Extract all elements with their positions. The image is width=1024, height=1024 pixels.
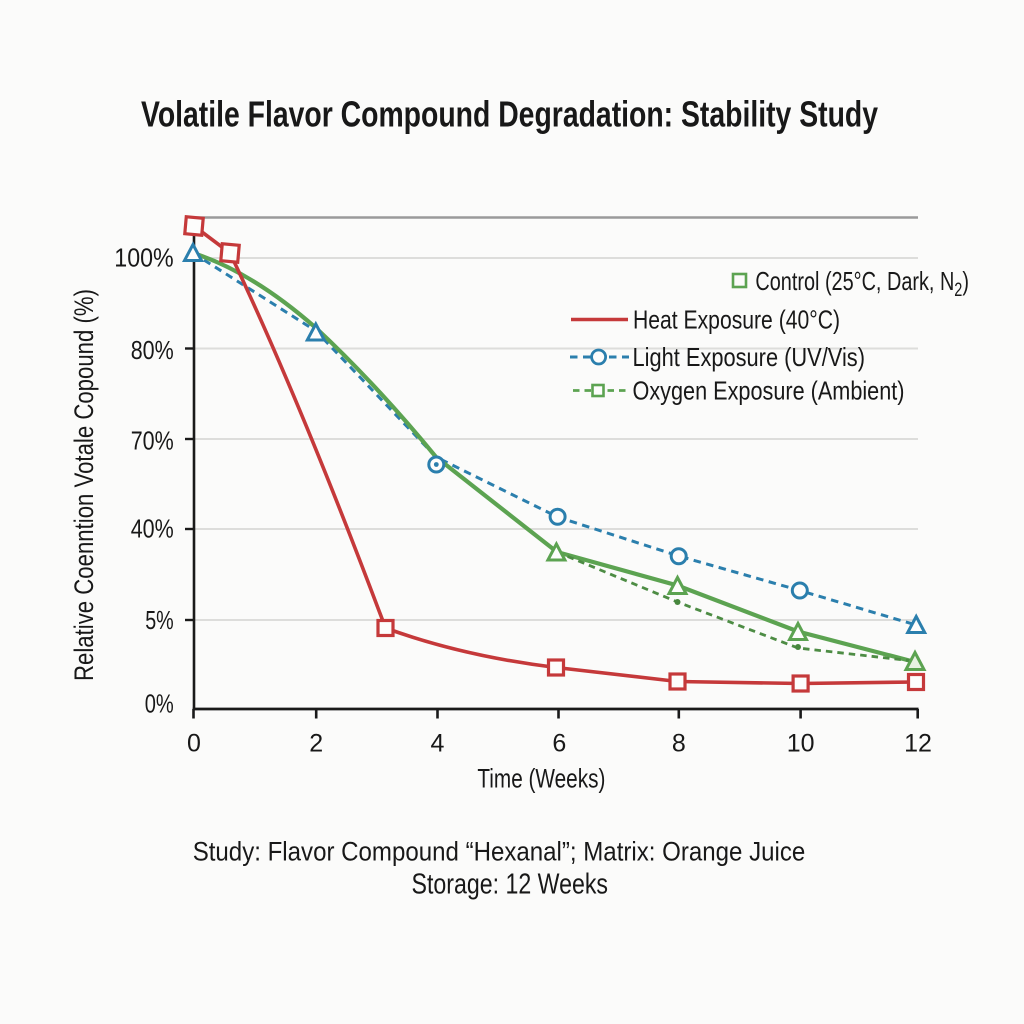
svg-text:8: 8 [672, 730, 686, 758]
svg-text:12: 12 [904, 730, 932, 758]
svg-text:10: 10 [787, 730, 815, 758]
svg-text:Study: Flavor Compound “Hexana: Study: Flavor Compound “Hexanal”; Matrix… [193, 837, 806, 867]
svg-text:Control (25°C, Dark, N2): Control (25°C, Dark, N2) [755, 266, 969, 301]
svg-text:Oxygen Exposure (Ambient): Oxygen Exposure (Ambient) [633, 376, 905, 406]
svg-text:40%: 40% [131, 514, 174, 544]
svg-text:4: 4 [431, 730, 445, 758]
svg-text:6: 6 [552, 730, 566, 758]
svg-text:5%: 5% [145, 605, 174, 635]
svg-text:0%: 0% [145, 689, 174, 719]
svg-text:2: 2 [309, 730, 323, 758]
svg-text:Time (Weeks): Time (Weeks) [477, 764, 605, 794]
svg-text:0: 0 [187, 730, 201, 758]
svg-text:100%: 100% [114, 243, 173, 273]
svg-text:Relative Coenntion Votale Copo: Relative Coenntion Votale Copound (%) [69, 289, 99, 681]
svg-text:70%: 70% [131, 426, 174, 456]
svg-text:Heat Exposure (40°C): Heat Exposure (40°C) [633, 305, 840, 335]
svg-text:Storage: 12 Weeks: Storage: 12 Weeks [412, 869, 609, 901]
svg-text:80%: 80% [131, 335, 174, 365]
svg-text:Light Exposure (UV/Vis): Light Exposure (UV/Vis) [633, 342, 866, 372]
svg-text:Volatile Flavor Compound Degra: Volatile Flavor Compound Degradation: St… [141, 94, 878, 135]
